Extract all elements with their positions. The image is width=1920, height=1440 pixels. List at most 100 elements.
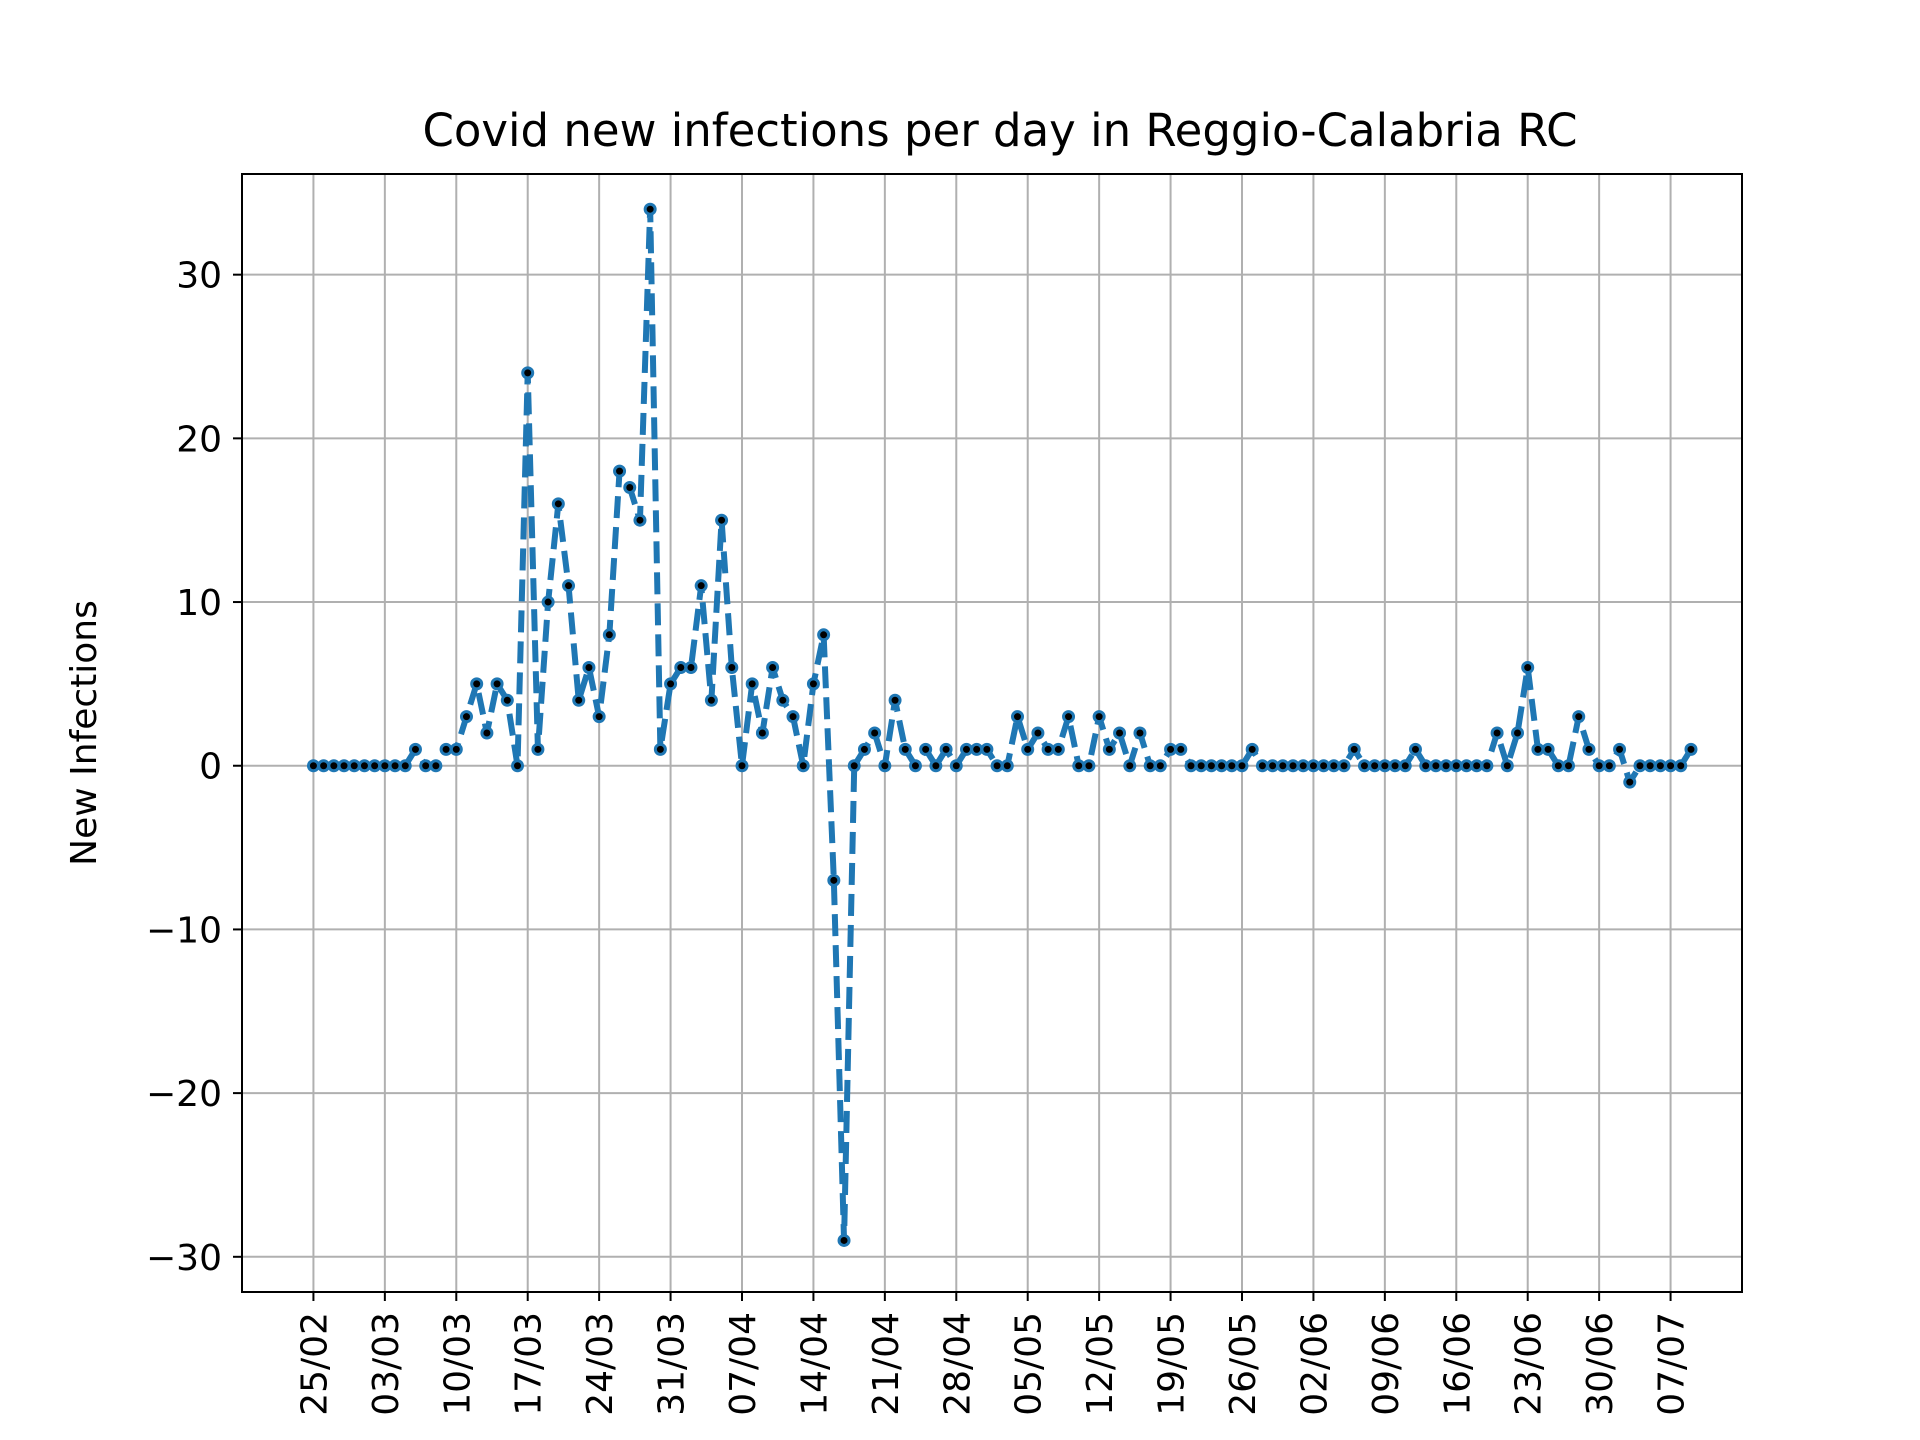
data-point <box>980 742 994 756</box>
data-point <box>1174 742 1188 756</box>
y-tick-label: −30 <box>146 1238 222 1279</box>
data-point <box>1613 742 1627 756</box>
data-point <box>990 759 1004 773</box>
data-point <box>888 693 902 707</box>
data-point <box>1541 742 1555 756</box>
data-point <box>755 726 769 740</box>
x-tick-label: 28/04 <box>937 1312 978 1416</box>
data-point <box>704 693 718 707</box>
data-point <box>1562 759 1576 773</box>
data-point <box>1470 759 1484 773</box>
x-tick-label: 05/05 <box>1009 1312 1050 1416</box>
data-point <box>786 710 800 724</box>
x-tick-label: 17/03 <box>509 1312 550 1416</box>
data-point <box>408 742 422 756</box>
data-point <box>633 513 647 527</box>
data-point <box>500 693 514 707</box>
y-tick-label: 30 <box>176 256 222 297</box>
data-point <box>1357 759 1371 773</box>
data-point <box>919 742 933 756</box>
x-tick-label: 16/06 <box>1437 1312 1478 1416</box>
data-point <box>613 464 627 478</box>
x-tick-label: 23/06 <box>1509 1312 1550 1416</box>
data-point <box>357 759 371 773</box>
data-point <box>1204 759 1218 773</box>
data-point <box>715 513 729 527</box>
data-point <box>1449 759 1463 773</box>
data-point <box>1245 742 1259 756</box>
x-tick-label: 26/05 <box>1223 1312 1264 1416</box>
data-point <box>306 759 320 773</box>
plot-frame <box>241 173 1743 1293</box>
data-point <box>1184 759 1198 773</box>
x-tick-label: 09/06 <box>1366 1312 1407 1416</box>
data-point <box>1133 726 1147 740</box>
data-point <box>1582 742 1596 756</box>
y-axis-label: New Infections <box>64 600 105 866</box>
axis-ticks: 25/02 03/03 10/03 17/03 24/03 31/03 07/04 14/04… <box>146 256 1693 1416</box>
data-point <box>317 759 331 773</box>
data-point <box>459 710 473 724</box>
x-tick-label: 25/02 <box>294 1312 335 1416</box>
data-point <box>745 677 759 691</box>
data-point <box>511 759 525 773</box>
data-point <box>1235 759 1249 773</box>
data-point <box>949 759 963 773</box>
data-point <box>1398 759 1412 773</box>
data-point <box>1674 759 1688 773</box>
data-point <box>1113 726 1127 740</box>
data-point <box>337 759 351 773</box>
data-point <box>470 677 484 691</box>
data-point <box>1439 759 1453 773</box>
data-point <box>1653 759 1667 773</box>
data-point <box>939 742 953 756</box>
data-point <box>480 726 494 740</box>
data-point <box>725 661 739 675</box>
data-point <box>602 628 616 642</box>
data-point <box>551 497 565 511</box>
data-point <box>1378 759 1392 773</box>
data-point <box>1633 759 1647 773</box>
x-tick-label: 07/04 <box>723 1312 764 1416</box>
data-point <box>1480 759 1494 773</box>
data-point <box>398 759 412 773</box>
data-point <box>1153 759 1167 773</box>
data-point <box>1062 710 1076 724</box>
data-point <box>439 742 453 756</box>
data-point <box>490 677 504 691</box>
data-point <box>347 759 361 773</box>
data-point <box>1276 759 1290 773</box>
data-point <box>735 759 749 773</box>
data-point <box>1082 759 1096 773</box>
x-tick-label: 24/03 <box>580 1312 621 1416</box>
data-point <box>1225 759 1239 773</box>
data-point <box>1592 759 1606 773</box>
data-point <box>653 742 667 756</box>
data-point <box>1684 742 1698 756</box>
data-point <box>1011 710 1025 724</box>
data-point <box>817 628 831 642</box>
data-point <box>1143 759 1157 773</box>
data-point <box>857 742 871 756</box>
y-tick-label: −10 <box>146 910 222 951</box>
y-tick-label: 10 <box>176 583 222 624</box>
data-point <box>1092 710 1106 724</box>
data-point <box>1296 759 1310 773</box>
data-point <box>664 677 678 691</box>
x-tick-label: 30/06 <box>1580 1312 1621 1416</box>
data-point <box>868 726 882 740</box>
data-point <box>623 480 637 494</box>
data-point <box>1194 759 1208 773</box>
data-point <box>1337 759 1351 773</box>
data-point <box>541 595 555 609</box>
data-point <box>1623 775 1637 789</box>
data-point <box>1429 759 1443 773</box>
data-point <box>847 759 861 773</box>
x-tick-label: 31/03 <box>652 1312 693 1416</box>
grid <box>242 174 1742 1292</box>
data-point <box>643 202 657 216</box>
data-point <box>1072 759 1086 773</box>
x-tick-label: 21/04 <box>866 1312 907 1416</box>
data-point <box>1031 726 1045 740</box>
data-point <box>388 759 402 773</box>
